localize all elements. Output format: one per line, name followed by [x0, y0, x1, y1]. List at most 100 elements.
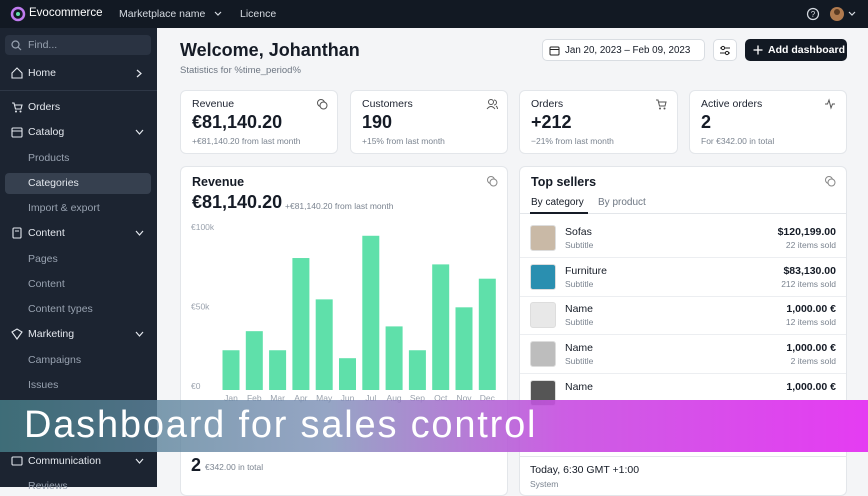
row-sold: 12 items sold — [785, 317, 836, 328]
stat-label: Customers — [362, 98, 413, 110]
row-divider — [520, 334, 846, 336]
licence-link[interactable]: Licence — [240, 8, 277, 20]
x-tick-label: Sep — [410, 393, 425, 403]
tab-active[interactable]: By category — [531, 197, 584, 208]
card-title: Revenue — [192, 175, 245, 189]
date-range-button[interactable]: Jan 20, 2023 – Feb 09, 2023 — [542, 39, 705, 61]
add-dashboard-button[interactable]: Add dashboard — [745, 39, 847, 61]
row-name[interactable]: Name — [565, 303, 594, 316]
x-tick-label: Mar — [270, 393, 285, 403]
coins-icon — [317, 99, 328, 110]
nav-item[interactable]: Content — [28, 227, 65, 239]
chevron — [135, 230, 144, 236]
users-icon — [486, 99, 498, 110]
filter-icon — [720, 45, 730, 56]
brand[interactable]: Evocommerce — [29, 7, 103, 19]
stat-note: For €342.00 in total — [701, 136, 775, 146]
x-tick-label: Oct — [434, 393, 448, 403]
bar — [408, 350, 426, 390]
activity-icon — [825, 98, 835, 110]
search-icon — [11, 40, 22, 51]
help-icon[interactable]: ? — [806, 7, 820, 21]
banner: Dashboard for sales control — [0, 400, 868, 452]
page-title: Welcome, Johanthan — [180, 40, 360, 60]
row-name[interactable]: Furniture — [565, 264, 608, 277]
row-name[interactable]: Sofas — [565, 226, 592, 238]
coins-icon — [825, 176, 836, 187]
logo — [10, 6, 26, 22]
chevron — [135, 129, 144, 135]
chevron — [135, 458, 144, 464]
add-dashboard-label: Add dashboard — [768, 44, 846, 56]
stat-note: +€81,140.20 from last month — [192, 136, 301, 146]
x-tick-label: Jul — [365, 393, 376, 403]
nav-icon — [12, 102, 23, 113]
date-range: Jan 20, 2023 – Feb 09, 2023 — [565, 45, 691, 56]
avatar[interactable] — [829, 6, 859, 22]
bottom-value: 2 — [191, 455, 202, 475]
cart-icon — [656, 99, 667, 110]
row-amount: $120,199.00 — [777, 226, 836, 238]
chevron — [135, 331, 144, 337]
stat-note: +15% from last month — [362, 136, 445, 146]
stat-value: 2 — [701, 112, 712, 132]
nav-item[interactable]: Orders — [28, 101, 61, 113]
nav-subitem[interactable]: Import & export — [28, 202, 100, 214]
row-amount: 1,000.00 € — [786, 380, 836, 393]
bar — [315, 299, 333, 390]
svg-text:?: ? — [811, 10, 816, 19]
row-amount: 1,000.00 € — [786, 342, 836, 355]
nav-subitem[interactable]: Products — [28, 152, 70, 164]
x-tick-label: Aug — [387, 393, 402, 403]
stat-card: Active orders 2 For €342.00 in total — [689, 90, 847, 154]
row-divider — [520, 295, 846, 297]
x-tick-label: Jan — [224, 393, 238, 403]
search-placeholder[interactable]: Find... — [28, 39, 58, 51]
product-thumbnail — [530, 302, 556, 329]
bar — [432, 264, 450, 390]
tab[interactable]: By product — [598, 197, 646, 208]
nav-subitem[interactable]: Issues — [28, 379, 59, 391]
stat-value: +212 — [531, 112, 572, 132]
tab-underline — [530, 212, 588, 214]
row-divider — [520, 257, 846, 258]
coins-icon — [487, 176, 498, 187]
filter-button[interactable] — [713, 39, 737, 61]
search-box[interactable] — [5, 35, 151, 55]
bar — [362, 235, 380, 390]
nav-subitem[interactable]: Content types — [28, 303, 93, 315]
x-tick-label: Nov — [456, 393, 472, 403]
row-amount: $83,130.00 — [783, 264, 836, 277]
bottom-note: €342.00 in total — [205, 462, 264, 472]
stat-label: Active orders — [701, 98, 763, 110]
y-tick-label: €50k — [191, 302, 210, 312]
nav-subitem[interactable]: Content — [28, 278, 65, 290]
product-thumbnail — [530, 341, 556, 368]
nav-subitem[interactable]: Pages — [28, 253, 58, 265]
row-name[interactable]: Name — [565, 342, 594, 355]
marketplace-select[interactable]: Marketplace name — [119, 8, 206, 20]
row-divider — [520, 373, 846, 375]
x-tick-label: Feb — [247, 393, 262, 403]
divider — [0, 90, 157, 91]
nav-subitem[interactable]: Campaigns — [28, 354, 82, 366]
nav-icon — [11, 127, 23, 138]
row-name[interactable]: Name — [565, 380, 594, 393]
event-time: Today, 6:30 GMT +1:00 — [530, 464, 640, 476]
nav-item[interactable]: Marketing — [28, 328, 75, 340]
top-bar: Evocommerce Marketplace name Licence ? — [0, 0, 868, 28]
nav-item[interactable]: Catalog — [28, 126, 65, 138]
nav-icon — [11, 67, 23, 79]
bar — [455, 307, 473, 390]
nav-item[interactable]: Home — [28, 67, 57, 79]
row-subtitle: Subtitle — [565, 278, 594, 289]
x-tick-label: Dec — [480, 393, 496, 403]
nav-item[interactable]: Communication — [28, 455, 101, 467]
nav-subitem[interactable]: Categories — [28, 177, 79, 189]
event-source: System — [530, 479, 559, 489]
row-sold: 22 items sold — [785, 240, 836, 250]
plus-icon — [753, 45, 763, 55]
nav-icon — [11, 328, 23, 340]
revenue-total: €81,140.20 — [192, 192, 283, 212]
